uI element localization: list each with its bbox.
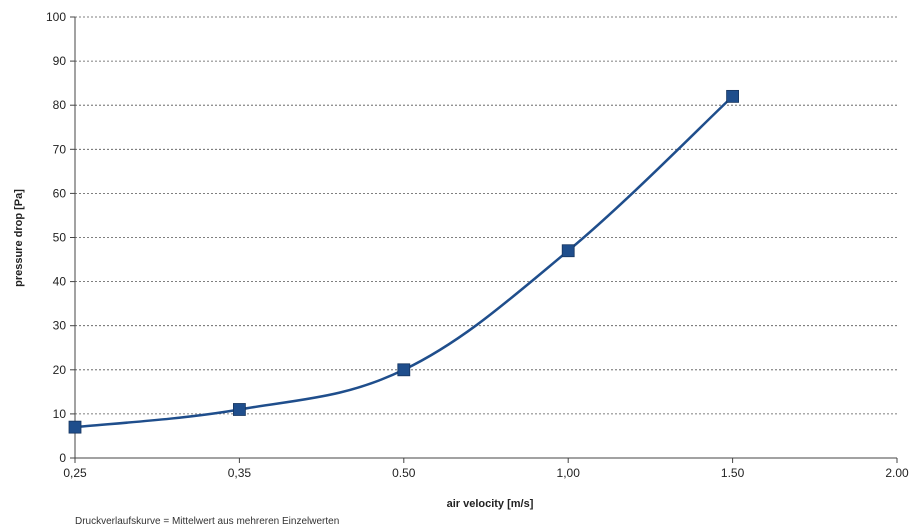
y-tick-label-70: 70 bbox=[53, 142, 67, 156]
x-tick-labels: 0,25 0,35 0.50 1,00 1.50 2.00 bbox=[63, 466, 909, 480]
series-layer bbox=[68, 89, 739, 434]
data-point-3 bbox=[561, 244, 575, 258]
y-tick-label-20: 20 bbox=[53, 363, 67, 377]
footnote: Druckverlaufskurve = Mittelwert aus mehr… bbox=[75, 516, 340, 527]
y-tick-label-80: 80 bbox=[53, 98, 67, 112]
data-point-1 bbox=[232, 403, 246, 416]
y-tick-label-90: 90 bbox=[53, 54, 67, 68]
x-tick-label-5: 2.00 bbox=[885, 466, 909, 480]
x-tick-label-1: 0,35 bbox=[228, 466, 252, 480]
data-point-0 bbox=[68, 420, 82, 434]
axes bbox=[70, 16, 898, 463]
y-axis-label: pressure drop [Pa] bbox=[13, 189, 25, 287]
x-tick-label-4: 1.50 bbox=[721, 466, 745, 480]
y-tick-label-0: 0 bbox=[59, 451, 66, 465]
x-tick-label-2: 0.50 bbox=[392, 466, 416, 480]
x-tick-label-3: 1,00 bbox=[557, 466, 581, 480]
data-point-2 bbox=[397, 363, 411, 377]
y-tick-label-10: 10 bbox=[53, 407, 67, 421]
y-tick-label-40: 40 bbox=[53, 275, 67, 289]
y-tick-label-30: 30 bbox=[53, 319, 67, 333]
y-tick-label-60: 60 bbox=[53, 186, 67, 200]
y-tick-labels: 0 10 20 30 40 50 60 70 80 90 100 bbox=[46, 10, 66, 465]
y-tick-label-100: 100 bbox=[46, 10, 66, 24]
series-line-0 bbox=[74, 95, 734, 429]
grid-lines bbox=[75, 16, 897, 415]
data-point-4 bbox=[726, 89, 739, 103]
x-tick-label-0: 0,25 bbox=[63, 466, 87, 480]
x-axis-label: air velocity [m/s] bbox=[447, 498, 534, 510]
y-tick-label-50: 50 bbox=[53, 231, 67, 245]
